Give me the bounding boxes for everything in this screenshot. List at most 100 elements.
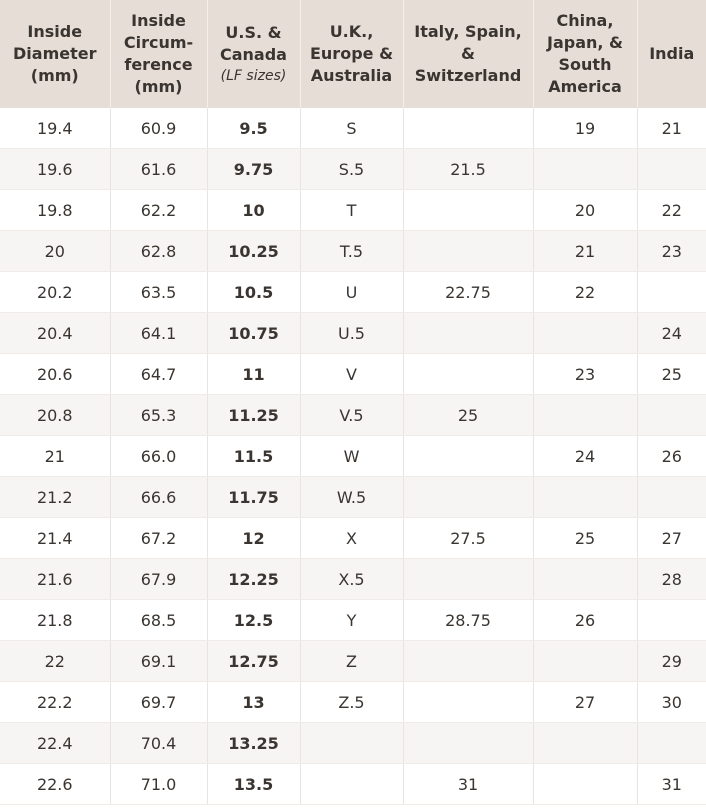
cell-india: 30 [637, 681, 706, 723]
cell-italy-spain-switzerland [403, 230, 534, 272]
cell-uk-europe-australia: V.5 [300, 394, 404, 436]
header-row: Inside Diameter (mm) Inside Circum-ference (m… [0, 0, 706, 108]
cell-uk-europe-australia: X [300, 517, 404, 559]
column-header-line: & [461, 44, 475, 63]
cell-india: 24 [637, 312, 706, 354]
cell-us-canada: 9.5 [207, 108, 301, 149]
cell-uk-europe-australia: T [300, 189, 404, 231]
cell-india: 27 [637, 517, 706, 559]
cell-uk-europe-australia: U.5 [300, 312, 404, 354]
column-header-line: America [548, 77, 622, 96]
column-header-line: (mm) [30, 66, 79, 85]
cell-italy-spain-switzerland [403, 476, 534, 518]
table-row: 22.6 71.0 13.5 31 31 [0, 763, 706, 805]
column-header-italy-spain-switzerland: Italy, Spain, & Switzerland [403, 0, 534, 108]
cell-us-canada: 11.5 [207, 435, 301, 477]
column-header-inside-diameter: Inside Diameter (mm) [0, 0, 111, 108]
cell-india: 25 [637, 353, 706, 395]
cell-inside-circumference: 69.1 [110, 640, 208, 682]
cell-china-japan-south-america: 20 [533, 189, 638, 231]
cell-uk-europe-australia: Y [300, 599, 404, 641]
cell-inside-circumference: 67.9 [110, 558, 208, 600]
table-row: 22.2 69.7 13 Z.5 27 30 [0, 681, 706, 723]
cell-uk-europe-australia [300, 763, 404, 805]
cell-china-japan-south-america: 25 [533, 517, 638, 559]
cell-uk-europe-australia: X.5 [300, 558, 404, 600]
cell-us-canada: 12.75 [207, 640, 301, 682]
column-header-line: Switzerland [414, 66, 522, 85]
cell-inside-diameter: 22.6 [0, 763, 111, 805]
cell-us-canada: 11 [207, 353, 301, 395]
cell-inside-diameter: 22.2 [0, 681, 111, 723]
cell-italy-spain-switzerland [403, 722, 534, 764]
table-row: 22.4 70.4 13.25 [0, 722, 706, 764]
cell-inside-diameter: 21.8 [0, 599, 111, 641]
cell-us-canada: 13.5 [207, 763, 301, 805]
cell-uk-europe-australia: Z [300, 640, 404, 682]
table-row: 21 66.0 11.5 W 24 26 [0, 435, 706, 477]
column-header-line: Europe & [309, 44, 394, 63]
cell-india [637, 476, 706, 518]
cell-inside-circumference: 62.8 [110, 230, 208, 272]
cell-italy-spain-switzerland [403, 558, 534, 600]
column-header-line: (mm) [134, 77, 183, 96]
cell-china-japan-south-america [533, 558, 638, 600]
column-header-india: India [637, 0, 706, 108]
cell-italy-spain-switzerland [403, 189, 534, 231]
column-header-uk-europe-australia: U.K., Europe & Australia [300, 0, 404, 108]
cell-india: 28 [637, 558, 706, 600]
cell-china-japan-south-america: 24 [533, 435, 638, 477]
cell-uk-europe-australia: Z.5 [300, 681, 404, 723]
cell-china-japan-south-america [533, 476, 638, 518]
column-header-line: Japan, & [547, 33, 623, 52]
cell-italy-spain-switzerland [403, 353, 534, 395]
table-row: 19.6 61.6 9.75 S.5 21.5 [0, 148, 706, 190]
cell-china-japan-south-america [533, 394, 638, 436]
cell-italy-spain-switzerland: 22.75 [403, 271, 534, 313]
cell-italy-spain-switzerland: 27.5 [403, 517, 534, 559]
column-header-line: Inside [131, 11, 186, 30]
cell-inside-diameter: 21.4 [0, 517, 111, 559]
cell-italy-spain-switzerland: 31 [403, 763, 534, 805]
cell-uk-europe-australia: U [300, 271, 404, 313]
cell-inside-diameter: 19.8 [0, 189, 111, 231]
cell-us-canada: 11.25 [207, 394, 301, 436]
cell-us-canada: 10 [207, 189, 301, 231]
table-row: 21.8 68.5 12.5 Y 28.75 26 [0, 599, 706, 641]
cell-inside-diameter: 20 [0, 230, 111, 272]
cell-inside-circumference: 64.1 [110, 312, 208, 354]
table-row: 22 69.1 12.75 Z 29 [0, 640, 706, 682]
cell-inside-diameter: 21.6 [0, 558, 111, 600]
cell-uk-europe-australia: V [300, 353, 404, 395]
cell-us-canada: 11.75 [207, 476, 301, 518]
cell-italy-spain-switzerland [403, 640, 534, 682]
table-row: 20.8 65.3 11.25 V.5 25 [0, 394, 706, 436]
cell-china-japan-south-america: 27 [533, 681, 638, 723]
cell-inside-diameter: 19.6 [0, 148, 111, 190]
cell-inside-diameter: 22.4 [0, 722, 111, 764]
cell-inside-diameter: 20.8 [0, 394, 111, 436]
column-header-line: ference [124, 55, 193, 74]
cell-us-canada: 12.5 [207, 599, 301, 641]
cell-india [637, 722, 706, 764]
cell-us-canada: 13.25 [207, 722, 301, 764]
cell-uk-europe-australia: T.5 [300, 230, 404, 272]
column-header-line: Diameter [13, 44, 97, 63]
cell-italy-spain-switzerland [403, 108, 534, 149]
cell-italy-spain-switzerland: 21.5 [403, 148, 534, 190]
cell-inside-circumference: 60.9 [110, 108, 208, 149]
cell-uk-europe-australia: W.5 [300, 476, 404, 518]
cell-us-canada: 12.25 [207, 558, 301, 600]
cell-china-japan-south-america: 19 [533, 108, 638, 149]
cell-inside-circumference: 64.7 [110, 353, 208, 395]
column-header-us-canada: U.S. & Canada (LF sizes) [207, 0, 301, 108]
cell-inside-circumference: 71.0 [110, 763, 208, 805]
column-header-line: Australia [310, 66, 393, 85]
cell-uk-europe-australia [300, 722, 404, 764]
cell-italy-spain-switzerland: 28.75 [403, 599, 534, 641]
cell-inside-diameter: 20.4 [0, 312, 111, 354]
cell-china-japan-south-america [533, 148, 638, 190]
cell-inside-circumference: 70.4 [110, 722, 208, 764]
cell-inside-circumference: 63.5 [110, 271, 208, 313]
